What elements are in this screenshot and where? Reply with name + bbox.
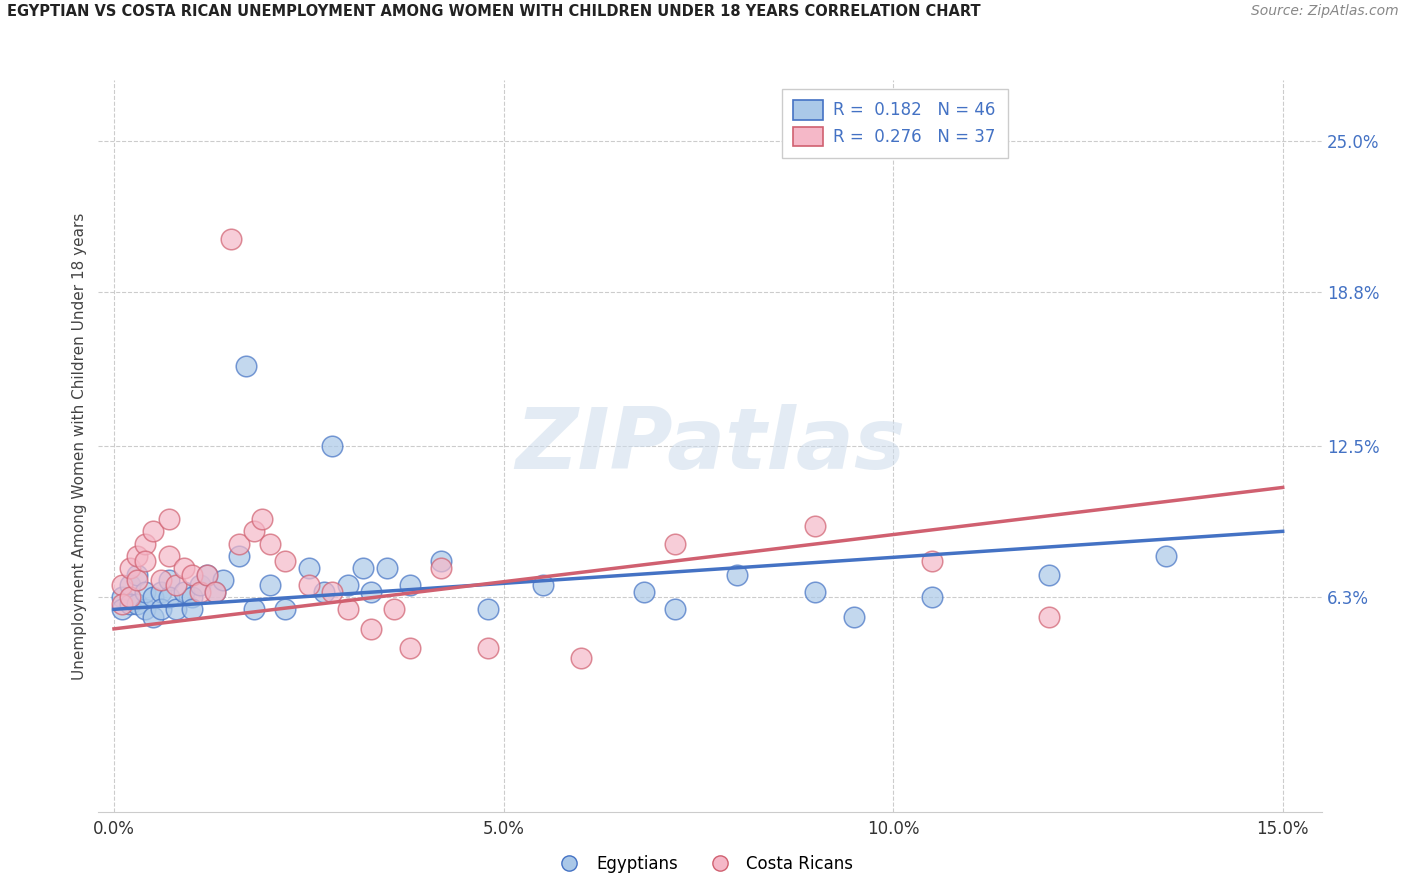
Point [321,439,343,453]
Point [725,568,748,582]
Point [142,590,165,604]
Point [352,561,374,575]
Point [336,578,359,592]
Point [111,590,134,604]
Point [165,578,187,592]
Point [142,609,165,624]
Point [134,602,156,616]
Point [477,641,499,656]
Point [360,622,382,636]
Point [336,602,359,616]
Point [157,590,180,604]
Point [298,578,321,592]
Point [197,568,219,582]
Point [228,536,250,550]
Point [243,602,266,616]
Point [375,561,398,575]
Point [173,585,195,599]
Point [197,568,219,582]
Text: ZIPatlas: ZIPatlas [515,404,905,488]
Point [180,568,202,582]
Point [274,602,297,616]
Point [127,598,149,612]
Point [180,602,202,616]
Point [228,549,250,563]
Point [149,602,172,616]
Point [127,573,149,587]
Point [531,578,554,592]
Point [804,585,827,599]
Point [384,602,406,616]
Point [157,549,180,563]
Point [165,602,187,616]
Point [188,578,211,592]
Point [571,651,593,665]
Point [430,561,453,575]
Point [664,536,686,550]
Point [127,568,149,582]
Point [844,609,866,624]
Point [921,553,943,567]
Point [142,524,165,539]
Legend: Egyptians, Costa Ricans: Egyptians, Costa Ricans [546,848,860,880]
Point [118,590,141,604]
Point [314,585,336,599]
Point [321,585,343,599]
Point [111,598,134,612]
Point [1154,549,1177,563]
Point [633,585,655,599]
Point [111,578,134,592]
Point [173,561,195,575]
Point [219,232,242,246]
Point [134,585,156,599]
Point [134,553,156,567]
Point [127,549,149,563]
Point [188,585,211,599]
Point [259,536,281,550]
Point [399,578,422,592]
Point [212,573,235,587]
Point [134,536,156,550]
Legend: R =  0.182   N = 46, R =  0.276   N = 37: R = 0.182 N = 46, R = 0.276 N = 37 [782,88,1008,158]
Y-axis label: Unemployment Among Women with Children Under 18 years: Unemployment Among Women with Children U… [72,212,87,680]
Point [250,512,273,526]
Point [149,573,172,587]
Point [430,553,453,567]
Point [477,602,499,616]
Point [804,519,827,533]
Point [204,585,226,599]
Point [1038,568,1060,582]
Point [259,578,281,592]
Point [204,585,226,599]
Point [235,359,257,373]
Text: Source: ZipAtlas.com: Source: ZipAtlas.com [1251,4,1399,19]
Point [157,512,180,526]
Point [243,524,266,539]
Text: EGYPTIAN VS COSTA RICAN UNEMPLOYMENT AMONG WOMEN WITH CHILDREN UNDER 18 YEARS CO: EGYPTIAN VS COSTA RICAN UNEMPLOYMENT AMO… [7,4,980,20]
Point [118,561,141,575]
Point [118,598,141,612]
Point [149,585,172,599]
Point [921,590,943,604]
Point [360,585,382,599]
Point [664,602,686,616]
Point [157,573,180,587]
Point [274,553,297,567]
Point [1038,609,1060,624]
Point [111,602,134,616]
Point [298,561,321,575]
Point [399,641,422,656]
Point [118,578,141,592]
Point [180,590,202,604]
